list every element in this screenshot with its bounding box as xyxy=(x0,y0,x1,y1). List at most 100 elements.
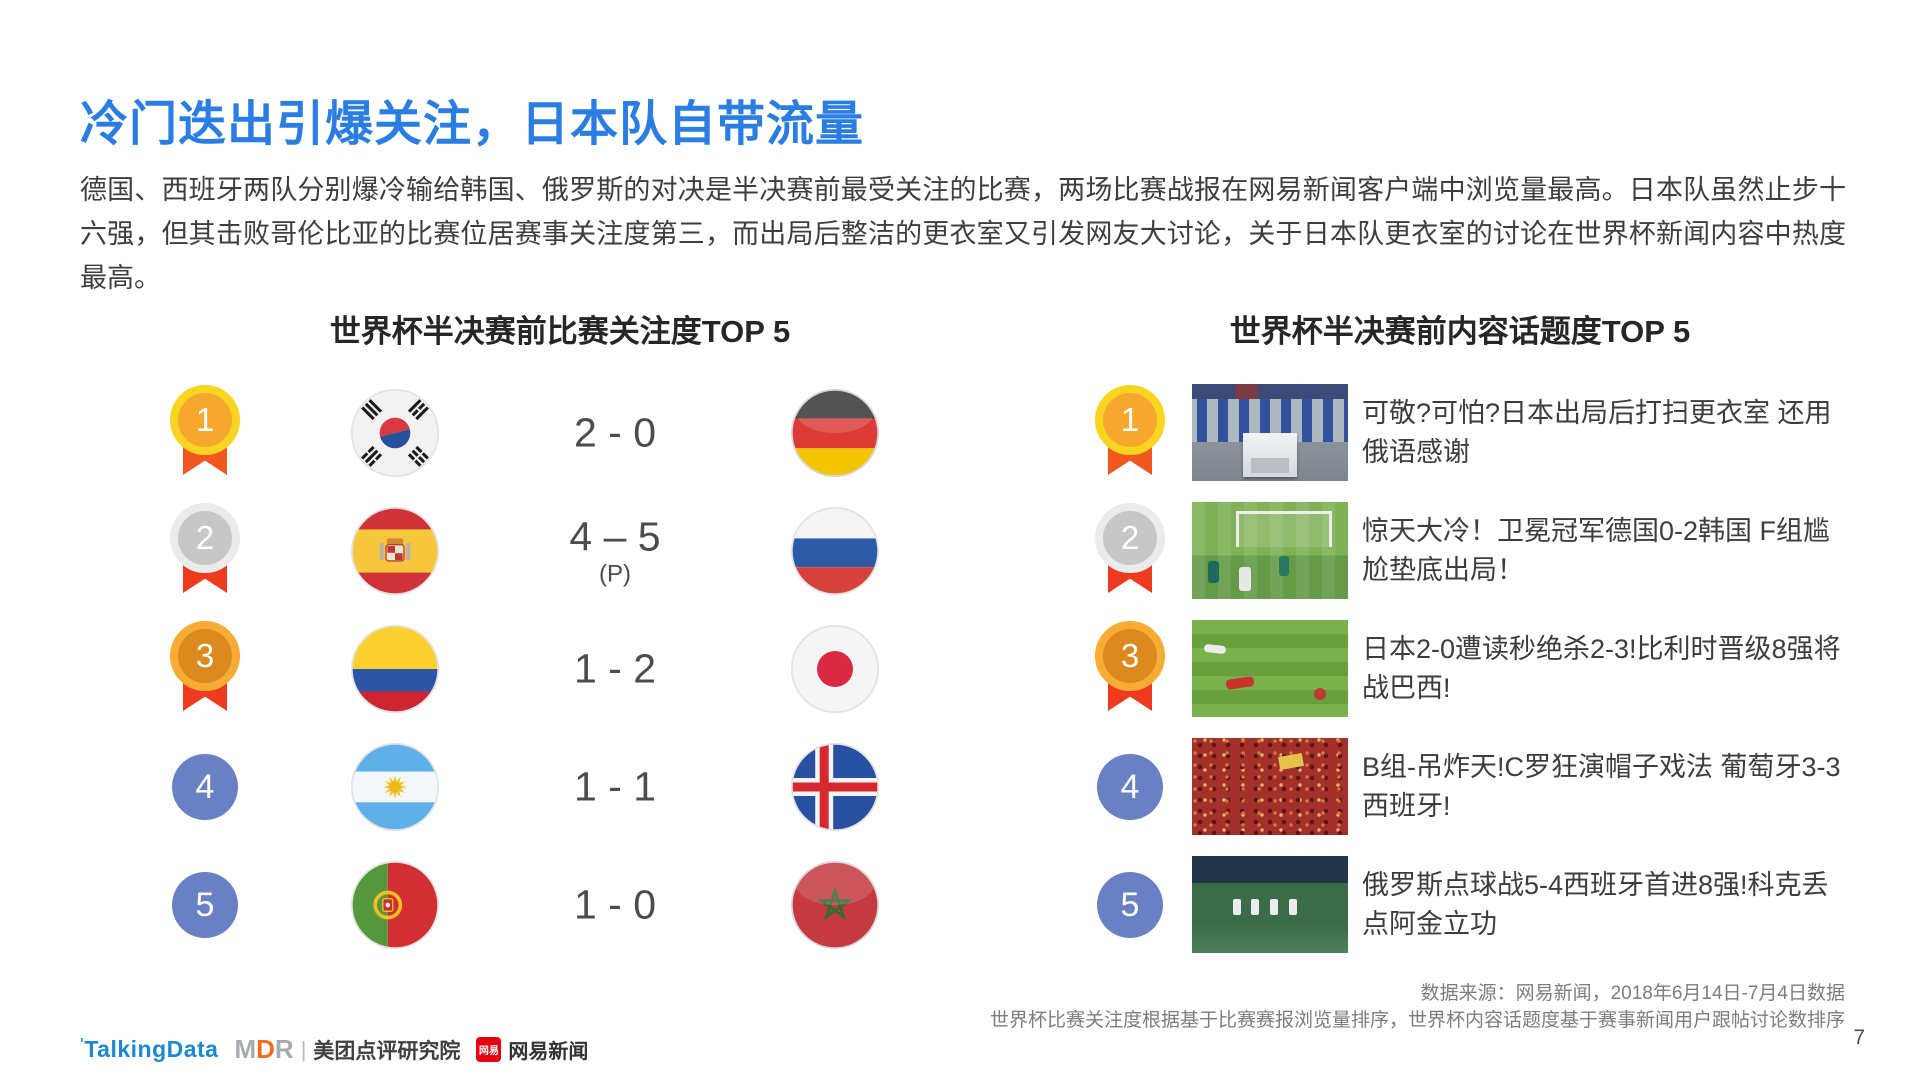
rank-5-cell: 5 xyxy=(1090,855,1170,955)
left-section-header: 世界杯半决赛前比赛关注度TOP 5 xyxy=(329,314,791,349)
rank-4-cell: 4 xyxy=(160,737,250,837)
page-number: 7 xyxy=(1853,1026,1865,1049)
flag-iceland-icon xyxy=(790,742,880,832)
flag-portugal-icon xyxy=(350,860,440,950)
logo-divider: | xyxy=(300,1036,307,1062)
rank-2-cell: 2 xyxy=(1090,501,1170,601)
player-figure xyxy=(1251,898,1260,915)
talkingdata-mark: ' xyxy=(80,1036,85,1053)
silver-medal-icon: 2 xyxy=(160,501,250,601)
medal-disc: 2 xyxy=(1095,503,1165,573)
rank-number: 4 xyxy=(1120,767,1140,806)
match-score: 1 - 2 xyxy=(573,645,657,692)
rank-2-cell: 2 xyxy=(160,501,250,601)
flag-russia-icon xyxy=(790,506,880,596)
thumbnail-germany-korea-match xyxy=(1192,502,1348,599)
rank-number: 5 xyxy=(1120,885,1140,924)
fan-flag xyxy=(1278,753,1305,771)
match-row-4: 4 1 - 1 xyxy=(160,737,890,837)
medal-disc: 2 xyxy=(170,503,240,573)
rank-number: 3 xyxy=(1120,637,1140,674)
source-line-2: 世界杯比赛关注度根据基于比赛赛报浏览量排序，世界杯内容话题度基于赛事新闻用户跟帖… xyxy=(989,1010,1845,1031)
netease-news-logo: 网易 网易新闻 xyxy=(476,1035,588,1064)
match-score: 1 - 0 xyxy=(573,881,657,928)
player-figure xyxy=(1314,687,1327,700)
match-score: 1 - 1 xyxy=(573,763,657,810)
thumbnail-japan-belgium-match xyxy=(1192,620,1348,717)
medal-disc: 1 xyxy=(1095,385,1165,455)
flag-germany-icon xyxy=(790,388,880,478)
talkingdata-logo: 'TalkingData xyxy=(80,1036,218,1063)
player-figure xyxy=(1232,898,1241,915)
netease-badge-icon: 网易 xyxy=(476,1037,502,1062)
flag-south-korea-icon xyxy=(350,388,440,478)
player-figure xyxy=(1204,644,1227,655)
flag-morocco-icon xyxy=(790,860,880,950)
player-figure xyxy=(1238,567,1251,592)
player-figure xyxy=(1288,898,1297,915)
rank-circle-icon: 4 xyxy=(1097,754,1163,820)
player-figure xyxy=(1207,561,1219,584)
match-row-5: 5 1 - 0 xyxy=(160,855,890,955)
gold-medal-icon: 1 xyxy=(160,383,250,483)
locker-banner xyxy=(1192,384,1348,399)
mdr-letter-d: D xyxy=(256,1034,275,1064)
mdr-letter-m: M xyxy=(234,1034,257,1064)
talkingdata-text: TalkingData xyxy=(84,1036,219,1062)
flag-japan-icon xyxy=(790,624,880,714)
bronze-medal-icon: 3 xyxy=(1090,619,1170,719)
silver-medal-icon: 2 xyxy=(1090,501,1170,601)
match-row-3: 3 1 - 2 xyxy=(160,619,890,719)
rank-circle-icon: 5 xyxy=(172,872,238,938)
meituan-research-label: 美团点评研究院 xyxy=(313,1039,461,1063)
topic-headline: 俄罗斯点球战5-4西班牙首进8强!科克丢点阿金立功 xyxy=(1362,870,1829,939)
gold-medal-icon: 1 xyxy=(1090,383,1170,483)
rank-3-cell: 3 xyxy=(160,619,250,719)
locker-shelf xyxy=(1251,457,1289,474)
match-row-2: 2 xyxy=(160,501,890,601)
topic-row-1: 1 可敬?可怕?日本出局后打扫更衣室 还用俄语感谢 xyxy=(1090,383,1850,483)
netease-news-label: 网易新闻 xyxy=(508,1041,589,1063)
right-section-header: 世界杯半决赛前内容话题度TOP 5 xyxy=(1229,314,1691,349)
topic-headline: 惊天大冷！卫冕冠军德国0-2韩国 F组尴尬垫底出局！ xyxy=(1362,516,1831,585)
thumbnail-japan-locker-room xyxy=(1192,384,1348,481)
player-figure xyxy=(1225,676,1255,690)
rank-number: 5 xyxy=(195,885,215,924)
topic-headline: 可敬?可怕?日本出局后打扫更衣室 还用俄语感谢 xyxy=(1362,398,1832,467)
match-score: 2 - 0 xyxy=(573,409,657,456)
medal-disc: 1 xyxy=(170,385,240,455)
rank-circle-icon: 5 xyxy=(1097,872,1163,938)
pitch-glow xyxy=(1192,923,1348,953)
topic-row-2: 2 惊天大冷！卫冕冠军德国0-2韩国 F组尴尬垫底出局！ xyxy=(1090,501,1850,601)
thumbnail-portugal-spain-fans xyxy=(1192,738,1348,835)
flag-colombia-icon xyxy=(350,624,440,714)
rank-1-cell: 1 xyxy=(160,383,250,483)
bronze-medal-icon: 3 xyxy=(160,619,250,719)
thumbnail-russia-spain-match xyxy=(1192,856,1348,953)
rank-4-cell: 4 xyxy=(1090,737,1170,837)
rank-number: 4 xyxy=(195,767,215,806)
topic-row-3: 3 日本2-0遭读秒绝杀2-3!比利时晋级8强将战巴西! xyxy=(1090,619,1850,719)
rank-number: 1 xyxy=(1120,401,1140,438)
score-value: 4 – 5 xyxy=(569,513,661,560)
rank-number: 2 xyxy=(195,519,215,556)
match-score: 4 – 5 (P) xyxy=(515,514,715,589)
topic-row-4: 4 B组-吊炸天!C罗狂演帽子戏法 葡萄牙3-3西班牙! xyxy=(1090,737,1850,837)
player-figure xyxy=(1270,898,1278,915)
rank-number: 2 xyxy=(1120,519,1140,556)
topic-headline: 日本2-0遭读秒绝杀2-3!比利时晋级8强将战巴西! xyxy=(1362,634,1841,703)
player-figure xyxy=(1279,555,1290,576)
medal-disc: 3 xyxy=(1095,621,1165,691)
match-row-1: 1 2 - 0 xyxy=(160,383,890,483)
rank-circle-icon: 4 xyxy=(172,754,238,820)
medal-disc: 3 xyxy=(170,621,240,691)
flag-argentina-icon xyxy=(350,742,440,832)
rank-1-cell: 1 xyxy=(1090,383,1170,483)
mdr-letter-r: R xyxy=(274,1034,294,1064)
penalty-note: (P) xyxy=(599,560,631,588)
data-source-note: 数据来源：网易新闻，2018年6月14日-7月4日数据 世界杯比赛关注度根据基于… xyxy=(990,980,1845,1034)
rank-number: 1 xyxy=(195,401,215,438)
